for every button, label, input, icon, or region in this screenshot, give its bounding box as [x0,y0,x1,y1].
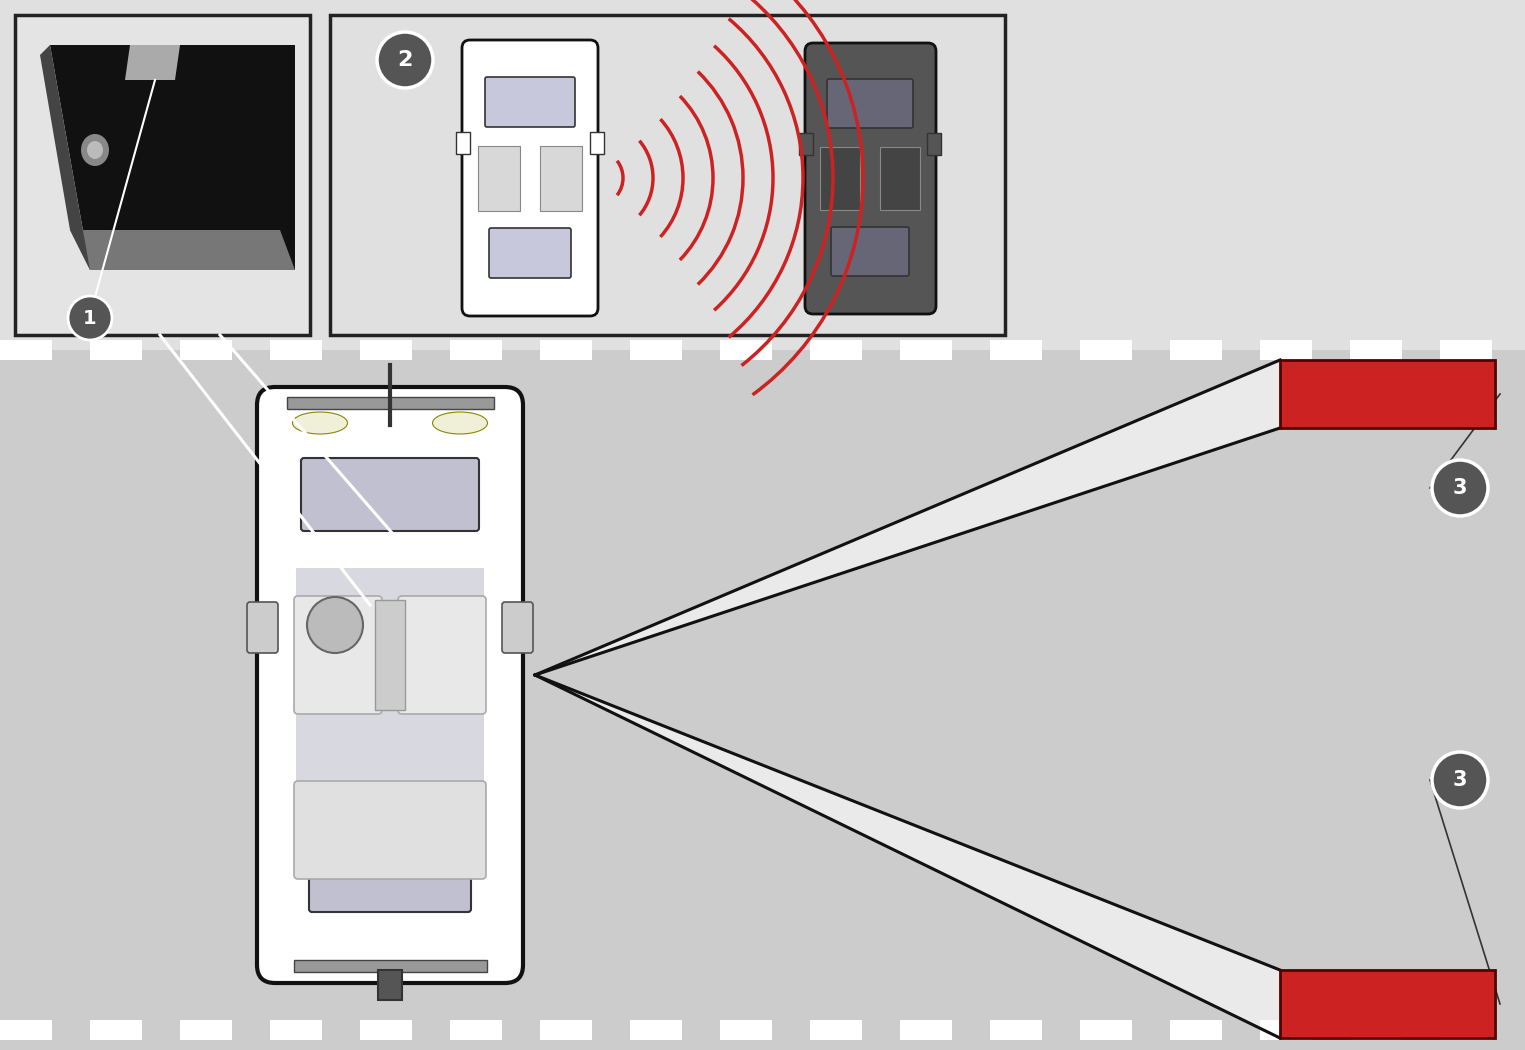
Circle shape [1432,460,1488,516]
Text: 2: 2 [398,50,413,70]
Circle shape [69,296,111,340]
Bar [540,146,583,211]
Bar [810,1020,862,1040]
Bar [90,1020,142,1040]
Bar [1260,340,1312,360]
Bar [270,1020,322,1040]
Bar [900,1020,952,1040]
Bar [900,340,952,360]
Bar [720,340,772,360]
Bar [990,340,1042,360]
Bar [1080,340,1132,360]
Bar [1279,970,1494,1038]
Polygon shape [535,360,1279,675]
Text: 3: 3 [1453,770,1467,790]
FancyBboxPatch shape [805,43,936,314]
Bar [590,132,604,154]
Bar [1440,1020,1491,1040]
Bar [296,568,483,803]
Bar [927,133,941,155]
Bar [378,970,403,1000]
Bar [360,1020,412,1040]
Bar [375,600,406,710]
Bar [270,340,322,360]
Polygon shape [70,230,294,270]
Ellipse shape [293,412,348,434]
Bar [0,0,1525,350]
Circle shape [377,32,433,88]
Bar [1350,1020,1401,1040]
FancyBboxPatch shape [294,781,486,879]
Bar [90,340,142,360]
FancyBboxPatch shape [258,387,523,983]
Polygon shape [535,675,1279,1038]
Bar [1260,1020,1312,1040]
Bar [540,1020,592,1040]
FancyBboxPatch shape [490,228,570,278]
Bar [360,340,412,360]
Bar [1279,360,1494,428]
FancyBboxPatch shape [502,602,534,653]
Bar [880,147,920,210]
FancyBboxPatch shape [831,227,909,276]
FancyBboxPatch shape [310,850,471,912]
Bar [540,340,592,360]
FancyBboxPatch shape [462,40,598,316]
Bar [799,133,813,155]
Bar [1170,1020,1222,1040]
Bar [450,340,502,360]
Bar [450,1020,502,1040]
Bar [180,1020,232,1040]
FancyBboxPatch shape [398,596,486,714]
Bar [0,1020,52,1040]
Ellipse shape [433,412,488,434]
Ellipse shape [87,141,104,159]
Bar [456,132,470,154]
Bar [810,340,862,360]
Bar [1440,340,1491,360]
Ellipse shape [81,134,108,166]
Bar [294,960,486,972]
Bar [1170,340,1222,360]
FancyBboxPatch shape [485,77,575,127]
Polygon shape [125,45,180,80]
Bar [1080,1020,1132,1040]
Bar [180,340,232,360]
Bar [630,340,682,360]
Polygon shape [40,45,90,270]
Bar [630,1020,682,1040]
FancyBboxPatch shape [300,458,479,531]
Bar [15,15,310,335]
Bar [0,340,52,360]
Text: 3: 3 [1453,478,1467,498]
Circle shape [307,597,363,653]
Bar [1350,340,1401,360]
Bar [990,1020,1042,1040]
Text: 1: 1 [84,309,96,328]
Bar [820,147,860,210]
Bar [720,1020,772,1040]
Bar [287,397,494,410]
Bar [477,146,520,211]
FancyBboxPatch shape [247,602,278,653]
FancyBboxPatch shape [827,79,913,128]
Bar [329,15,1005,335]
Polygon shape [50,45,294,270]
FancyBboxPatch shape [294,596,381,714]
Circle shape [1432,752,1488,808]
